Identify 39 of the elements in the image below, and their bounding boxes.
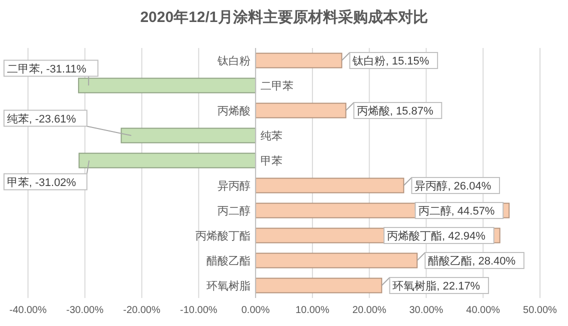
data-label: 丙二醇, 44.57% bbox=[418, 204, 495, 218]
x-tick-label: 20.00% bbox=[352, 305, 386, 316]
y-tick-label: 丙烯酸 bbox=[218, 104, 251, 118]
x-tick-label: 50.00% bbox=[523, 305, 558, 316]
bar bbox=[255, 252, 418, 268]
data-label: 环氧树脂, 22.17% bbox=[392, 280, 480, 292]
bar bbox=[78, 152, 256, 168]
x-tick-label: 30.00% bbox=[409, 305, 444, 316]
data-label: 钛白粉, 15.15% bbox=[352, 56, 430, 68]
data-label: 异丙醇, 26.04% bbox=[414, 180, 492, 192]
y-tick-label: 丙二醇 bbox=[218, 204, 251, 218]
bar bbox=[120, 128, 256, 144]
x-tick-label: 10.00% bbox=[295, 305, 330, 316]
x-tick-label: -30.00% bbox=[66, 305, 104, 316]
y-tick-label: 纯苯 bbox=[260, 130, 283, 142]
bar bbox=[255, 102, 346, 118]
data-label: 丙烯酸, 15.87% bbox=[356, 104, 434, 118]
bar bbox=[255, 278, 382, 294]
x-tick-label: 0.00% bbox=[241, 305, 270, 316]
y-tick-label: 丙烯酸丁酯 bbox=[196, 230, 251, 242]
bar bbox=[255, 52, 342, 68]
data-label: 醋酸乙酯, 28.40% bbox=[428, 256, 516, 268]
y-tick-label: 甲苯 bbox=[260, 154, 283, 168]
y-tick-label: 环氧树脂 bbox=[206, 280, 251, 292]
data-label: 二甲苯, -31.11% bbox=[7, 62, 86, 76]
y-tick-label: 二甲苯 bbox=[260, 80, 294, 92]
x-tick-label: -20.00% bbox=[123, 305, 161, 316]
x-tick-label: 40.00% bbox=[466, 305, 500, 316]
y-tick-label: 醋酸乙酯 bbox=[206, 256, 251, 268]
y-tick-label: 钛白粉 bbox=[216, 56, 251, 68]
data-label: 甲苯, -31.02% bbox=[7, 176, 76, 189]
bar bbox=[255, 178, 404, 194]
x-tick-label: -40.00% bbox=[9, 305, 47, 316]
y-tick-label: 异丙醇 bbox=[218, 180, 251, 192]
bar bbox=[78, 78, 256, 94]
x-tick-label: -10.00% bbox=[180, 305, 218, 316]
chart-title: 2020年12/1月涂料主要原材料采购成本对比 bbox=[140, 8, 428, 26]
data-label: 纯苯, -23.61% bbox=[7, 112, 76, 126]
data-label: 丙烯酸丁酯, 42.94% bbox=[387, 230, 486, 242]
